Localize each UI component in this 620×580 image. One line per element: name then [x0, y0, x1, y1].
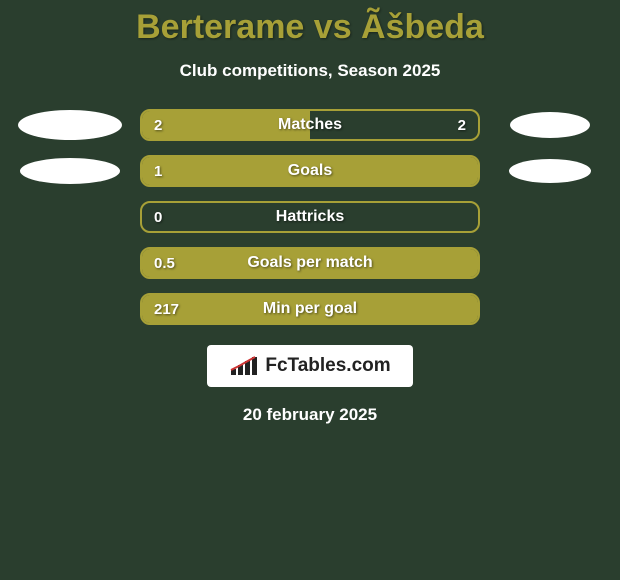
stats-grid: 2 Matches 2 1 Goals 0 Hattricks 0.5 Goals per ma… [0, 109, 620, 325]
stat-left-value: 0 [154, 209, 162, 226]
stat-label: Matches [278, 116, 342, 134]
left-chip-cell [20, 158, 120, 184]
stat-left-value: 2 [154, 117, 162, 134]
stat-bar: 0.5 Goals per match [140, 247, 480, 279]
date-label: 20 february 2025 [243, 405, 377, 425]
player-right-chip [510, 112, 590, 138]
stat-bar: 217 Min per goal [140, 293, 480, 325]
stat-left-value: 217 [154, 301, 179, 318]
stat-bar: 2 Matches 2 [140, 109, 480, 141]
stat-label: Hattricks [276, 208, 344, 226]
player-left-chip [18, 110, 122, 140]
stat-bar: 0 Hattricks [140, 201, 480, 233]
page-title: Berterame vs Ãšbeda [0, 8, 620, 47]
right-chip-cell [509, 159, 591, 183]
subtitle: Club competitions, Season 2025 [180, 61, 441, 81]
stat-label: Goals [288, 162, 332, 180]
stat-bar: 1 Goals [140, 155, 480, 187]
player-left-chip [20, 158, 120, 184]
stat-left-value: 0.5 [154, 255, 175, 272]
stat-right-value: 2 [458, 117, 466, 134]
comparison-card: Berterame vs Ãšbeda Club competitions, S… [0, 0, 620, 425]
logo-text: FcTables.com [265, 355, 390, 377]
stat-left-value: 1 [154, 163, 162, 180]
stat-label: Min per goal [263, 300, 357, 318]
source-logo: FcTables.com [207, 345, 412, 387]
player-right-chip [509, 159, 591, 183]
left-chip-cell [18, 110, 122, 140]
bar-chart-icon [229, 355, 259, 377]
right-chip-cell [510, 112, 590, 138]
stat-label: Goals per match [247, 254, 372, 272]
